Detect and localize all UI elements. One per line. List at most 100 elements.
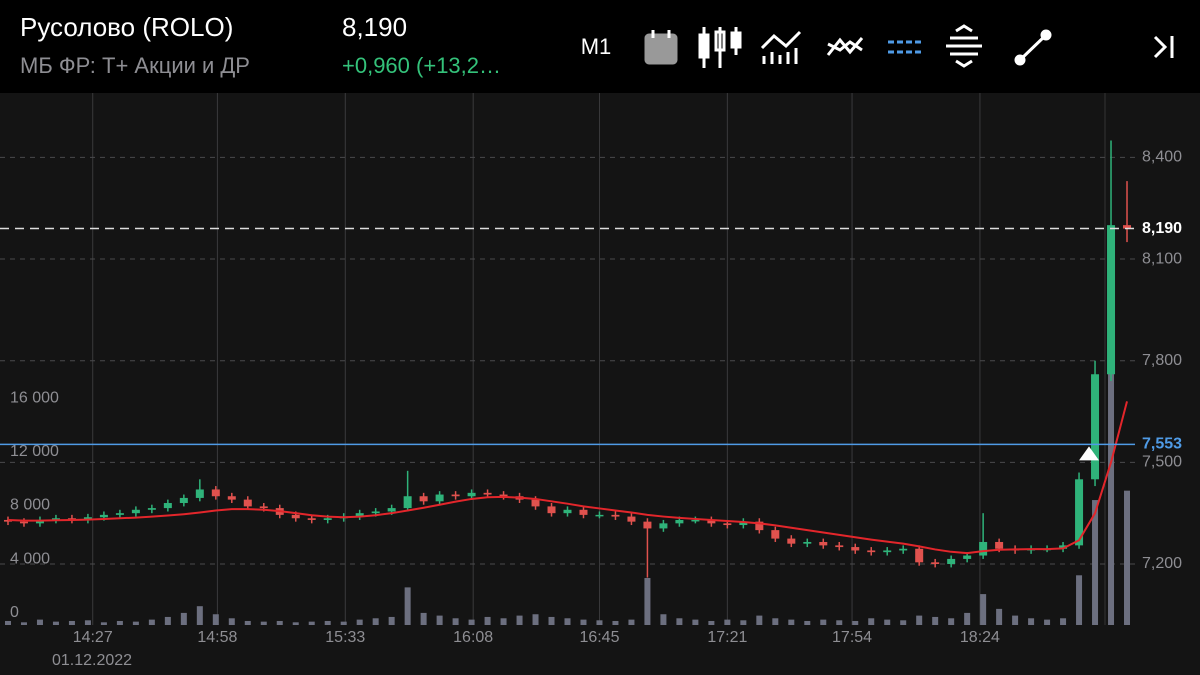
volume-bar — [644, 577, 651, 625]
volume-bar — [676, 618, 683, 625]
x-tick-label: 17:21 — [707, 629, 747, 646]
volume-bar — [932, 616, 939, 625]
volume-bar — [916, 615, 923, 625]
volume-bar — [548, 616, 555, 625]
candle-body — [947, 558, 956, 565]
volume-bar — [516, 615, 523, 625]
candle-body — [899, 548, 908, 551]
volume-bar — [164, 616, 171, 625]
volume-bar — [1108, 364, 1115, 625]
indicators-button[interactable] — [760, 30, 802, 64]
y-tick-label: 7,800 — [1142, 352, 1182, 369]
candle-body — [387, 508, 396, 512]
x-tick-label: 14:27 — [73, 629, 113, 646]
volume-bar — [100, 622, 107, 625]
volume-bar — [52, 621, 59, 625]
volume-bar — [20, 622, 27, 625]
volume-bar — [228, 618, 235, 625]
candle-body — [195, 489, 204, 498]
candle-body — [451, 494, 460, 497]
draw-button[interactable] — [1014, 29, 1052, 66]
candle-body — [307, 518, 316, 520]
volume-bar — [276, 620, 283, 625]
candle-body — [627, 516, 636, 522]
levels-button[interactable] — [888, 40, 922, 54]
volume-bar — [484, 616, 491, 625]
candle-body — [419, 496, 428, 502]
volume-bar — [244, 620, 251, 625]
volume-bar — [612, 620, 619, 625]
candle-body — [595, 514, 604, 517]
candles-button[interactable] — [698, 27, 742, 68]
candle-body — [883, 550, 892, 553]
alert-label: 7,553 — [1142, 436, 1182, 453]
volume-bar — [868, 618, 875, 625]
candle-body — [227, 496, 236, 500]
candle-body — [787, 538, 796, 544]
compare-button[interactable] — [826, 37, 864, 56]
candle-body — [371, 511, 380, 514]
volume-bar — [708, 620, 715, 625]
candle-body — [435, 494, 444, 502]
chart-bg — [0, 93, 1200, 675]
candle-body — [723, 523, 732, 526]
volume-bar — [36, 619, 43, 625]
candle-body — [915, 548, 924, 563]
alert-marker — [1079, 446, 1099, 461]
candle-body — [19, 521, 28, 524]
candle-body — [259, 506, 268, 509]
volume-bar — [1124, 490, 1131, 625]
volume-bar — [292, 622, 299, 625]
candle-body — [99, 514, 108, 518]
timeframe-button[interactable]: M1 — [581, 34, 612, 59]
y2-tick-label: 0 — [10, 604, 19, 621]
candle-body — [83, 517, 92, 520]
volume-bar — [1012, 615, 1019, 625]
y-tick-label: 7,500 — [1142, 454, 1182, 471]
volume-bar — [116, 620, 123, 625]
scale-button[interactable] — [946, 24, 982, 68]
change: +0,960 (+13,2… — [342, 53, 501, 78]
y2-tick-label: 16 000 — [10, 389, 59, 406]
header-bg — [0, 0, 1200, 93]
volume-bar — [996, 608, 1003, 625]
candle-body — [1107, 225, 1116, 375]
calendar-button[interactable] — [644, 30, 678, 65]
candle-body — [499, 494, 508, 497]
volume-bar — [564, 618, 571, 625]
volume-bar — [452, 618, 459, 625]
volume-bar — [1076, 575, 1083, 625]
volume-bar — [1060, 618, 1067, 625]
volume-bar — [964, 612, 971, 625]
volume-bar — [436, 615, 443, 625]
volume-bar — [836, 620, 843, 625]
candle-body — [579, 509, 588, 515]
candle-body — [211, 489, 220, 497]
candle-body — [531, 499, 540, 507]
volume-bar — [180, 612, 187, 625]
volume-bar — [356, 619, 363, 625]
candle-body — [179, 497, 188, 504]
candle-body — [803, 541, 812, 544]
volume-bar — [420, 612, 427, 625]
volume-bar — [596, 620, 603, 625]
candle-body — [1091, 374, 1100, 480]
volume-bar — [788, 619, 795, 625]
volume-bar — [500, 618, 507, 625]
collapse-button[interactable] — [1153, 35, 1174, 59]
volume-bar — [724, 619, 731, 625]
candle-body — [163, 503, 172, 509]
volume-bar — [804, 620, 811, 625]
ticker: Русолово (ROLO) — [20, 12, 233, 42]
x-tick-label: 15:33 — [325, 629, 365, 646]
candle-body — [835, 545, 844, 548]
x-tick-label: 14:58 — [197, 629, 237, 646]
moving-average — [7, 401, 1128, 555]
y2-tick-label: 12 000 — [10, 443, 59, 460]
candle-body — [355, 513, 364, 517]
volume-bar — [532, 614, 539, 625]
y2-tick-label: 8 000 — [10, 497, 50, 514]
candle-body — [931, 562, 940, 565]
volume-bar — [580, 619, 587, 625]
